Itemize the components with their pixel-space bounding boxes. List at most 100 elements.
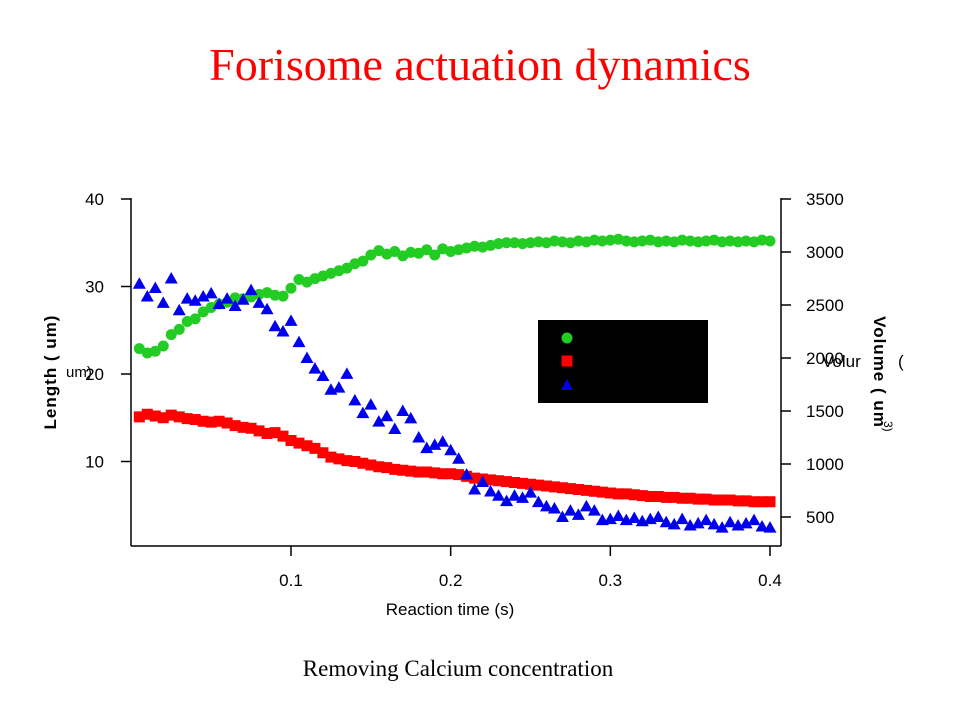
data-point-triangle [156,296,170,308]
data-point-square [596,486,608,498]
data-point-circle [157,340,169,352]
data-point-circle [692,236,704,248]
data-point-circle [732,236,744,248]
data-point-triangle [699,513,713,526]
data-point-square [469,472,481,484]
data-point-circle [756,234,768,246]
data-point-square [261,428,273,439]
data-point-triangle [476,475,490,488]
data-point-square [157,412,169,424]
data-point-triangle [300,351,314,363]
legend-marker-red-square [561,355,573,367]
data-point-triangle [420,441,434,454]
data-point-triangle [563,504,577,516]
data-point-square [724,494,736,506]
y-right-tick-label: 3500 [806,190,844,209]
data-point-square [389,463,401,475]
data-point-triangle [571,508,585,520]
data-point-triangle [444,443,458,456]
data-point-triangle [428,438,442,450]
data-point-triangle [244,283,258,296]
data-point-triangle [212,297,226,309]
data-point-circle [149,345,161,357]
data-point-square [181,413,193,425]
data-marks [132,233,777,533]
data-point-circle [229,292,241,304]
data-point-circle [604,234,616,246]
legend-marker-blue-triangle [561,379,573,390]
data-point-triangle [524,486,537,498]
data-point-triangle [707,517,721,530]
x-axis-title: Reaction time (s) [386,600,514,619]
data-point-circle [588,234,600,246]
data-point-square [485,474,497,486]
series-triangle [132,272,777,533]
data-point-square [213,415,225,427]
data-point-circle [277,290,289,302]
clipped-label-right: Volur [822,352,861,371]
data-point-square [317,447,329,459]
data-point-circle [700,235,712,247]
data-point-circle [596,235,608,247]
data-point-circle [165,329,177,341]
data-point-square [564,483,576,495]
data-point-square [548,481,560,493]
data-point-triangle [659,515,673,528]
data-point-square [708,494,720,506]
data-point-square [293,437,305,449]
data-point-square [437,468,449,480]
data-point-triangle [260,302,274,315]
data-point-triangle [547,502,561,514]
data-point-square [676,492,688,504]
data-point-triangle [675,512,689,525]
data-point-square [652,491,664,502]
data-point-square [245,422,257,434]
data-point-circle [493,238,505,250]
data-point-circle [357,255,369,267]
data-point-circle [517,238,529,250]
data-point-triangle [164,272,178,284]
data-point-square [333,453,345,465]
data-point-square [540,480,552,492]
data-point-circle [556,236,568,248]
data-point-circle [421,244,433,256]
data-point-square [381,462,393,474]
data-point-triangle [396,404,410,416]
data-point-circle [652,236,664,248]
data-point-square [189,414,201,425]
clipped-label-left: um) [66,364,92,381]
data-point-triangle [627,511,641,524]
plot-frame [130,198,782,547]
data-point-square [740,495,752,507]
data-point-square [445,468,457,480]
data-point-square [612,488,624,500]
y-axis-left-title: Length ( um) [41,315,60,430]
data-point-square [421,466,433,478]
data-point-square [604,487,616,499]
data-point-square [205,416,217,428]
data-point-square [365,459,377,471]
y-left-tick-label: 20 [85,365,104,384]
data-point-square [301,440,313,452]
x-tick-label: 0.2 [439,571,463,590]
data-point-square [373,461,385,473]
y-right-tick-label: 2500 [806,296,844,315]
data-point-triangle [436,435,450,447]
data-point-square [716,494,728,506]
data-point-square [397,464,409,476]
data-point-square [756,496,768,508]
data-point-square [269,427,281,439]
data-point-triangle [484,485,498,497]
data-point-square [493,475,505,487]
data-point-square [588,485,600,497]
data-point-square [133,411,145,423]
series-square [133,408,776,508]
data-point-triangle [188,294,202,306]
data-point-triangle [372,415,386,427]
axis-ticks: 0.1 0.2 0.3 0.4 10 20 30 40 500 1000 1500 2000 2500 3… [85,190,844,590]
data-point-triangle [579,499,593,512]
y-left-tick-label: 40 [85,190,104,209]
data-point-triangle [611,509,625,521]
data-point-square [141,408,153,420]
y-right-tick-label: 1500 [806,402,844,421]
